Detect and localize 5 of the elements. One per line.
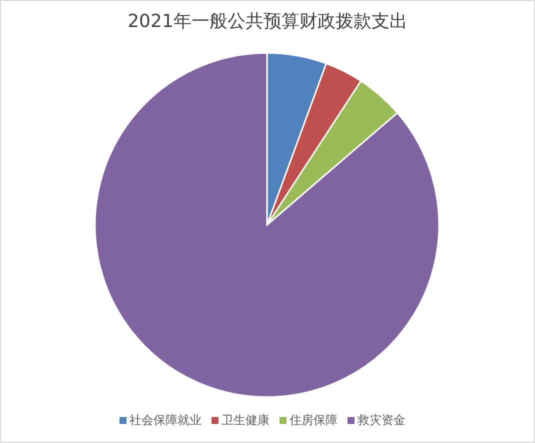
legend-label: 住房保障: [288, 413, 338, 427]
legend-label: 卫生健康: [222, 413, 270, 427]
chart-title: 2021年一般公共预算财政拨款支出: [128, 11, 408, 32]
legend-label: 救灾资金: [356, 413, 406, 427]
legend-label: 社会保障就业: [130, 413, 202, 427]
